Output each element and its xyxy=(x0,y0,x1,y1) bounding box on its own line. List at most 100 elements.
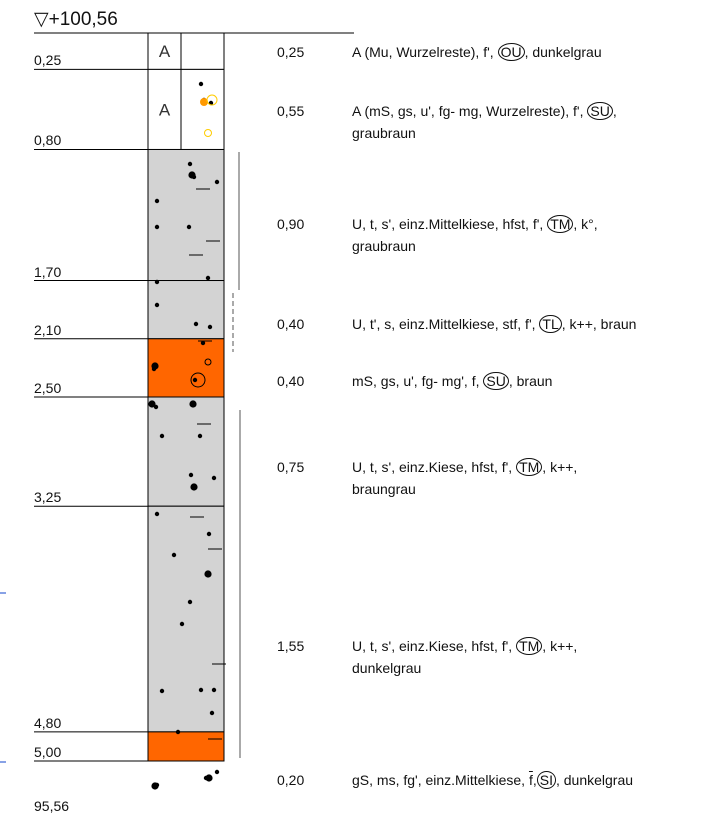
thickness-label-4: 0,40 xyxy=(277,316,305,332)
pebble-6 xyxy=(151,362,159,370)
description-text: , dunkelgrau xyxy=(555,772,634,788)
layer-rect-8 xyxy=(147,731,225,762)
soil-group-symbol: TM xyxy=(547,215,574,233)
horizon-label-2: A xyxy=(159,100,171,119)
layer-description-1: A (Mu, Wurzelreste), f', OU, dunkelgrau xyxy=(352,41,719,63)
gravel-dot-7 xyxy=(154,198,160,204)
gravel-dot-27 xyxy=(171,552,177,558)
soil-group-symbol: SI xyxy=(536,771,556,789)
gravel-dot-12 xyxy=(154,302,160,308)
depth-label-1: 0,25 xyxy=(34,52,62,69)
gravel-dot-35 xyxy=(175,729,181,735)
description-text: , k°, xyxy=(573,216,598,232)
pebble-4 xyxy=(189,400,197,408)
soil-group-symbol: SU xyxy=(587,102,613,120)
gravel-dot-17 xyxy=(192,377,198,383)
gravel-dot-15 xyxy=(200,340,206,346)
gravel-dot-13 xyxy=(193,321,199,327)
gravel-dot-34 xyxy=(209,710,215,716)
thickness-label-2: 0,55 xyxy=(277,103,305,119)
layer-rect-2 xyxy=(147,68,225,150)
gravel-dot-33 xyxy=(211,687,217,693)
description-text: , k++, braun xyxy=(561,316,637,332)
pebble-3 xyxy=(190,483,198,491)
pebble-5 xyxy=(148,400,156,408)
layer-description-2: A (mS, gs, u', fg- mg, Wurzelreste), f',… xyxy=(352,100,719,144)
cobble-circle xyxy=(190,372,206,388)
gravel-dot-38 xyxy=(214,769,220,775)
gravel-dot-22 xyxy=(188,472,194,478)
pebble-8 xyxy=(151,782,159,790)
gravel-dot-30 xyxy=(179,621,185,627)
gravel-dot-11 xyxy=(205,275,211,281)
thickness-label-6: 0,75 xyxy=(277,459,305,475)
gravel-dot-4 xyxy=(187,161,193,167)
pebble-7 xyxy=(205,774,213,782)
description-text: gS, ms, fg', einz.Mittelkiese, xyxy=(352,772,529,788)
layer-description-3: U, t, s', einz.Mittelkiese, hfst, f', TM… xyxy=(352,213,719,257)
description-text: U, t, s', einz.Kiese, hfst, f', xyxy=(352,459,517,475)
description-text: , k++, xyxy=(542,459,578,475)
gravel-dot-8 xyxy=(154,224,160,230)
layer-rect-3 xyxy=(147,148,225,282)
gravel-dot-14 xyxy=(207,324,213,330)
gravel-dot-10 xyxy=(154,279,160,285)
gravel-dot-20 xyxy=(159,433,165,439)
description-text: U, t', s, einz.Mittelkiese, stf, f', xyxy=(352,316,540,332)
gravel-dot-25 xyxy=(154,511,160,517)
layer-rect-7 xyxy=(147,505,225,733)
depth-label-7: 4,80 xyxy=(34,714,62,731)
layer-rect-1 xyxy=(147,32,225,70)
description-text: , xyxy=(532,772,537,788)
depth-label-6: 3,25 xyxy=(34,489,62,506)
layer-rect-5 xyxy=(147,338,225,398)
depth-label-5: 2,50 xyxy=(34,380,62,396)
soil-group-symbol: OU xyxy=(497,43,525,61)
description-color: graubraun xyxy=(352,238,416,254)
description-text: , k++, xyxy=(542,638,578,654)
description-text: A (Mu, Wurzelreste), f', xyxy=(352,44,498,60)
gravel-dot-6 xyxy=(214,179,220,185)
thickness-label-1: 0,25 xyxy=(277,44,305,60)
thickness-label-3: 0,90 xyxy=(277,216,305,232)
soil-group-symbol: TM xyxy=(516,458,543,476)
horizon-label-1: A xyxy=(159,42,171,61)
depth-label-2: 0,80 xyxy=(34,132,62,149)
description-text: U, t, s', einz.Mittelkiese, hfst, f', xyxy=(352,216,548,232)
description-overbar: f xyxy=(528,772,533,788)
thickness-label-8: 0,20 xyxy=(277,772,305,788)
depth-label-8: 5,00 xyxy=(34,744,62,760)
pebble-1 xyxy=(188,171,196,179)
gravel-dot-24 xyxy=(211,475,217,481)
bottom-elevation: 95,56 xyxy=(34,798,70,814)
soil-group-symbol: TL xyxy=(539,315,562,333)
gravel-dot-29 xyxy=(187,599,193,605)
gravel-dot-31 xyxy=(159,688,165,694)
depth-label-3: 1,70 xyxy=(34,263,62,280)
soil-group-symbol: SU xyxy=(483,372,509,390)
organic-ring-1 xyxy=(206,94,218,106)
description-text: , dunkelgrau xyxy=(524,44,602,60)
layer-description-4: U, t', s, einz.Mittelkiese, stf, f', TL,… xyxy=(352,313,719,335)
gravel-dot-26 xyxy=(206,531,212,537)
description-color: braungrau xyxy=(352,481,416,497)
description-text: , xyxy=(612,103,617,119)
description-text: U, t, s', einz.Kiese, hfst, f', xyxy=(352,638,517,654)
layer-description-5: mS, gs, u', fg- mg', f, SU, braun xyxy=(352,370,719,392)
description-color: graubraun xyxy=(352,125,416,141)
gravel-dot-1 xyxy=(198,81,204,87)
description-text: A (mS, gs, u', fg- mg, Wurzelreste), f', xyxy=(352,103,588,119)
layer-description-8: gS, ms, fg', einz.Mittelkiese, f, SI, dun… xyxy=(352,769,719,791)
organic-dot-1 xyxy=(200,98,208,106)
organic-ring-2 xyxy=(204,129,212,137)
gravel-dot-32 xyxy=(198,687,204,693)
soil-group-symbol: TM xyxy=(516,637,543,655)
top-elevation: ▽+100,56 xyxy=(34,9,118,30)
description-text: mS, gs, u', fg- mg', f, xyxy=(352,373,484,389)
description-color: dunkelgrau xyxy=(352,660,422,676)
layer-description-6: U, t, s', einz.Kiese, hfst, f', TM, k++,… xyxy=(352,456,719,500)
small-cobble-circle xyxy=(204,358,212,366)
layer-rect-4 xyxy=(147,280,225,340)
gravel-dot-9 xyxy=(186,224,192,230)
layer-rect-6 xyxy=(147,396,225,507)
